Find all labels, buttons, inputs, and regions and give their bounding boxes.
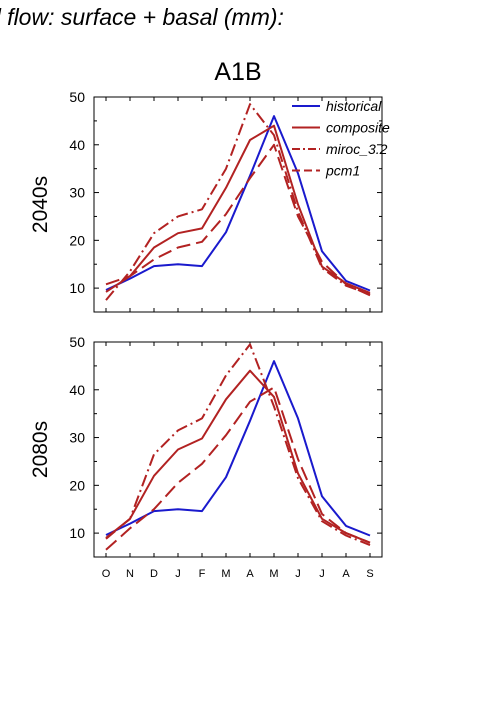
x-tick-label: F [199,568,206,580]
panel-title: A1B [214,58,262,86]
series-line-historical [105,360,371,537]
series-line-pcm1 [105,386,371,551]
series-line-composite [105,369,371,544]
x-tick-label: A [246,568,254,580]
legend-label-miroc_3.2: miroc_3.2 [326,141,388,157]
x-tick-label: M [269,568,278,580]
y-tick-label: 10 [69,525,85,541]
figure-title: d flow: surface + basal (mm): [0,4,284,30]
y-tick-label: 40 [69,137,85,153]
series-line-pcm1 [105,143,371,297]
x-tick-label: D [150,568,158,580]
series-line-historical [105,115,371,292]
y-tick-label: 20 [69,477,85,493]
y-tick-label: 20 [69,232,85,248]
y-tick-label: 30 [69,185,85,201]
x-tick-label: N [126,568,134,580]
y-tick-label: 50 [69,89,85,105]
series-line-composite [105,124,371,294]
x-tick-label: A [342,568,350,580]
legend: historical composite miroc_3.2 pcm1 [292,98,390,179]
x-tick-label: M [221,568,230,580]
x-tick-label: J [295,568,301,580]
y-tick-label: 10 [69,280,85,296]
row-label: 2040s [29,176,52,233]
x-tick-label: J [175,568,181,580]
legend-label-historical: historical [326,98,382,114]
y-tick-label: 40 [69,382,85,398]
y-tick-label: 50 [69,334,85,350]
legend-label-pcm1: pcm1 [325,163,360,179]
series-line-miroc_3.2 [105,343,371,547]
x-tick-label: J [319,568,325,580]
x-tick-label: O [102,568,111,580]
legend-label-composite: composite [326,120,390,136]
plot-frame [93,96,383,313]
series-line-miroc_3.2 [105,103,371,301]
x-tick-label: S [366,568,373,580]
chart-panel-2080s: 10 20 30 40 50 O N D J F M A M J J A S 2080s [29,334,383,580]
plot-frame [93,341,383,558]
y-tick-label: 30 [69,430,85,446]
chart-panel-2040s: 10 20 30 40 50 2040s historical composite miroc_… [29,89,390,313]
row-label: 2080s [29,421,52,478]
